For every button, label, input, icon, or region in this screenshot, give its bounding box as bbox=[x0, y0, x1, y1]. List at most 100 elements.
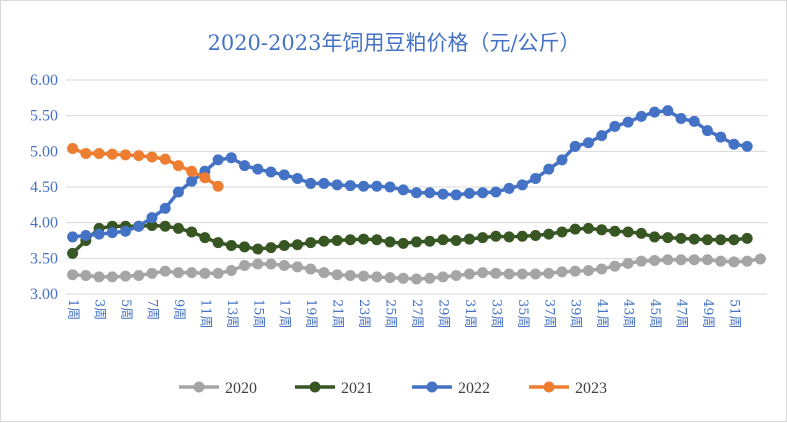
legend-label: 2020 bbox=[225, 380, 257, 397]
data-point bbox=[450, 269, 462, 281]
data-point bbox=[199, 172, 211, 184]
x-tick-label: 35周 bbox=[515, 299, 530, 329]
data-point bbox=[239, 259, 251, 271]
data-point bbox=[172, 267, 184, 279]
data-point bbox=[582, 264, 594, 276]
data-point bbox=[437, 188, 449, 200]
data-point bbox=[569, 140, 581, 152]
data-point bbox=[582, 137, 594, 149]
data-point bbox=[516, 268, 528, 280]
data-point bbox=[635, 227, 647, 239]
data-point bbox=[305, 237, 317, 249]
data-point bbox=[186, 175, 198, 187]
x-tick-label: 45周 bbox=[647, 299, 662, 329]
data-point bbox=[358, 233, 370, 245]
x-tick-label: 11周 bbox=[197, 299, 212, 329]
series-lines bbox=[67, 105, 766, 285]
legend-item: 2022 bbox=[412, 380, 490, 397]
data-point bbox=[331, 179, 343, 191]
legend-label: 2023 bbox=[575, 380, 607, 397]
y-tick-label: 3.00 bbox=[30, 286, 58, 303]
data-point bbox=[649, 231, 661, 243]
data-point bbox=[278, 259, 290, 271]
data-point bbox=[172, 222, 184, 234]
series-line bbox=[72, 108, 748, 239]
data-point bbox=[278, 169, 290, 181]
data-point bbox=[728, 234, 740, 246]
data-point bbox=[265, 258, 277, 270]
legend-item: 2023 bbox=[529, 380, 607, 397]
data-point bbox=[252, 163, 264, 175]
data-point bbox=[371, 234, 383, 246]
data-point bbox=[450, 189, 462, 201]
data-point bbox=[225, 239, 237, 251]
data-point bbox=[503, 231, 515, 243]
data-point bbox=[67, 269, 79, 281]
data-point bbox=[80, 230, 92, 242]
data-point bbox=[133, 220, 145, 232]
data-point bbox=[67, 142, 79, 154]
data-point bbox=[741, 232, 753, 244]
x-tick-label: 21周 bbox=[330, 299, 345, 329]
data-point bbox=[120, 225, 132, 237]
legend-item: 2021 bbox=[295, 380, 373, 397]
data-point bbox=[649, 106, 661, 118]
data-point bbox=[675, 113, 687, 125]
data-point bbox=[291, 239, 303, 251]
data-point bbox=[503, 268, 515, 280]
x-tick-label: 37周 bbox=[541, 299, 556, 329]
data-point bbox=[609, 225, 621, 237]
data-point bbox=[715, 131, 727, 143]
data-point bbox=[212, 267, 224, 279]
data-point bbox=[543, 163, 555, 175]
data-point bbox=[701, 254, 713, 266]
x-tick-label: 29周 bbox=[435, 299, 450, 329]
data-point bbox=[503, 182, 515, 194]
data-point bbox=[688, 233, 700, 245]
data-point bbox=[397, 237, 409, 249]
data-point bbox=[305, 177, 317, 189]
data-point bbox=[331, 269, 343, 281]
data-point bbox=[688, 254, 700, 266]
data-point bbox=[543, 267, 555, 279]
data-point bbox=[556, 154, 568, 166]
data-point bbox=[358, 270, 370, 282]
data-point bbox=[172, 160, 184, 172]
data-point bbox=[556, 226, 568, 238]
legend-marker bbox=[543, 381, 555, 393]
data-point bbox=[609, 120, 621, 132]
data-point bbox=[186, 267, 198, 279]
chart-title: 2020-2023年饲用豆粕价格（元/公斤） bbox=[207, 31, 580, 55]
legend-label: 2021 bbox=[341, 380, 373, 397]
data-point bbox=[477, 232, 489, 244]
y-tick-label: 4.50 bbox=[30, 179, 58, 196]
data-point bbox=[477, 267, 489, 279]
data-point bbox=[715, 255, 727, 267]
x-tick-label: 3周 bbox=[92, 299, 107, 320]
data-point bbox=[424, 187, 436, 199]
data-point bbox=[278, 239, 290, 251]
data-point bbox=[649, 254, 661, 266]
data-point bbox=[371, 180, 383, 192]
data-point bbox=[252, 243, 264, 255]
x-tick-label: 51周 bbox=[726, 299, 741, 329]
data-point bbox=[106, 148, 118, 160]
series-2023 bbox=[67, 142, 224, 192]
data-point bbox=[741, 140, 753, 152]
data-point bbox=[463, 233, 475, 245]
data-point bbox=[635, 110, 647, 122]
data-point bbox=[186, 165, 198, 177]
data-point bbox=[490, 267, 502, 279]
data-point bbox=[384, 181, 396, 193]
data-point bbox=[344, 234, 356, 246]
data-point bbox=[159, 220, 171, 232]
x-tick-label: 1周 bbox=[65, 299, 80, 320]
data-point bbox=[701, 125, 713, 137]
data-point bbox=[530, 230, 542, 242]
legend-marker bbox=[309, 381, 321, 393]
data-point bbox=[662, 105, 674, 117]
data-point bbox=[530, 268, 542, 280]
data-point bbox=[318, 177, 330, 189]
data-point bbox=[239, 160, 251, 172]
